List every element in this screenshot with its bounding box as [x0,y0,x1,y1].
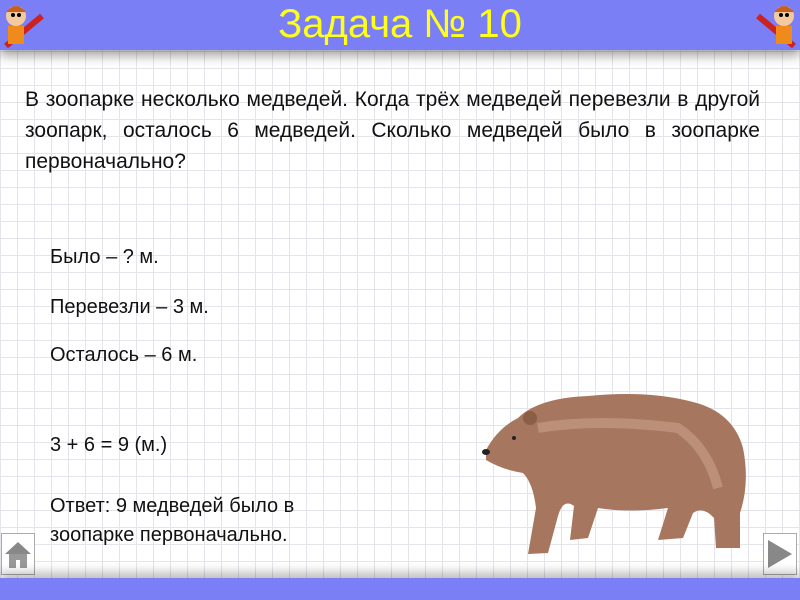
next-button[interactable] [763,533,797,575]
bear-illustration [482,394,746,554]
triangle-right-icon [768,540,792,568]
answer: Ответ: 9 медведей было в зоопарке первон… [50,495,295,546]
title-bar: Задача № 10 [0,0,800,50]
home-button[interactable] [1,533,35,575]
page-title: Задача № 10 [278,2,522,46]
solution: 3 + 6 = 9 (м.) [50,434,168,456]
footer-bar [0,578,800,600]
boy-with-pencil-icon [756,6,796,48]
condition-was: Было – ? м. [50,246,159,268]
condition-moved: Перевезли – 3 м. [50,296,209,318]
condition-left: Осталось – 6 м. [50,344,198,366]
problem-text: В зоопарке несколько медведей. Когда трё… [25,88,760,173]
boy-with-pencil-icon [4,6,44,48]
house-icon [5,542,31,568]
